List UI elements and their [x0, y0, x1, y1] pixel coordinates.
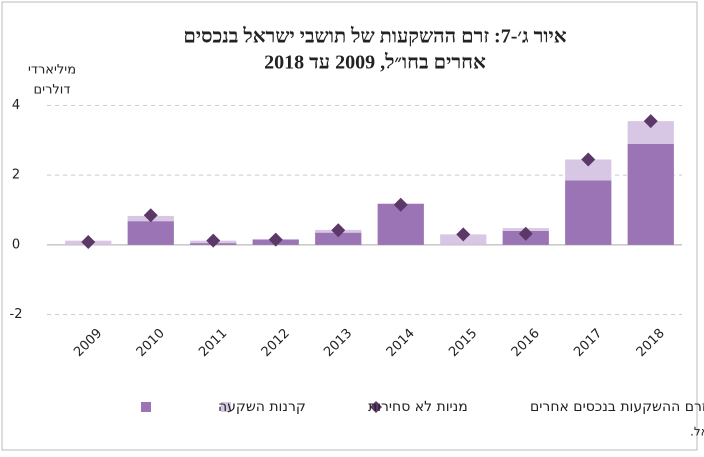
- x-tick-label: 2015: [446, 326, 480, 360]
- y-tick-label: 0: [12, 237, 20, 252]
- x-tick-label: 2018: [634, 326, 668, 360]
- y-tick-label: -2: [10, 307, 23, 322]
- total-marker: [581, 152, 596, 167]
- legend-label: קרנות השקעה: [218, 399, 306, 415]
- x-tick-label: 2016: [509, 326, 543, 360]
- bar-segment: [627, 143, 674, 245]
- y-axis-label: דולרים: [34, 83, 71, 98]
- bar-segment: [127, 221, 174, 245]
- x-tick-label: 2009: [71, 326, 105, 360]
- chart-title: אחרים בחו״ל, 2009 עד 2018: [264, 52, 486, 74]
- total-marker: [268, 232, 283, 247]
- legend-label: מניות לא סחירות: [368, 399, 468, 415]
- x-tick-label: 2011: [196, 326, 230, 360]
- total-marker: [643, 114, 658, 129]
- total-marker: [81, 235, 96, 250]
- bar-segment: [627, 121, 674, 144]
- bar-segment: [565, 159, 612, 181]
- chart-title: איור ג׳-7: זרם ההשקעות של תושבי ישראל בנ…: [183, 26, 566, 48]
- x-tick-label: 2017: [571, 326, 605, 360]
- x-tick-label: 2014: [384, 326, 418, 360]
- legend-marker: [370, 401, 382, 413]
- total-marker: [393, 197, 408, 212]
- y-tick-label: 2: [12, 168, 20, 183]
- frame: [1, 1, 698, 451]
- source-note: המקור : נתונים ועיבודים של בנק ישראל.: [690, 425, 704, 439]
- bar-segment: [565, 180, 612, 245]
- total-marker: [456, 227, 471, 242]
- x-tick-label: 2010: [134, 326, 168, 360]
- total-marker: [143, 208, 158, 223]
- total-marker: [206, 233, 221, 248]
- legend-marker: [141, 402, 151, 412]
- total-marker: [518, 226, 533, 241]
- y-axis-label: מיליארדי: [28, 63, 76, 78]
- legend-label: סך זרם ההשקעות בנכסים אחרים: [530, 399, 704, 415]
- x-tick-label: 2013: [321, 326, 355, 360]
- y-tick-label: 4: [12, 98, 20, 113]
- legend-marker: [221, 402, 231, 412]
- x-tick-label: 2012: [259, 326, 293, 360]
- total-marker: [331, 223, 346, 238]
- bar-segment: [315, 232, 362, 245]
